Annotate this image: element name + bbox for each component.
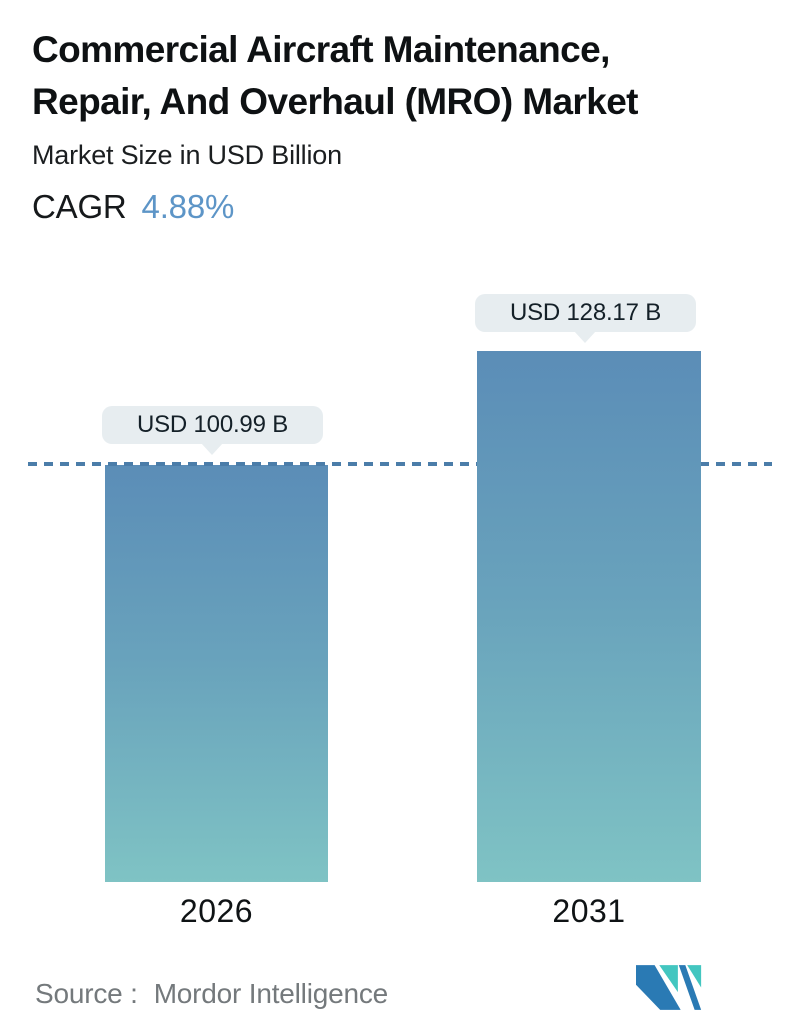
value-label-2026-text: USD 100.99 B	[136, 411, 289, 438]
cagr-row: CAGR 4.88%	[32, 188, 234, 226]
value-label-2031-pointer	[574, 331, 596, 343]
chart-subtitle: Market Size in USD Billion	[32, 140, 342, 170]
value-label-2026-pointer	[201, 443, 223, 455]
chart-title: Commercial Aircraft Maintenance, Repair,…	[32, 24, 762, 128]
bar-2031	[477, 351, 701, 882]
mordor-logo-svg	[636, 965, 702, 1010]
x-axis-label-2026: 2026	[179, 893, 254, 929]
chart-title-line1: Commercial Aircraft Maintenance,	[32, 29, 610, 70]
cagr-value: 4.88%	[141, 188, 235, 225]
value-label-2031: USD 128.17 B	[475, 294, 696, 332]
value-label-2031-text: USD 128.17 B	[509, 299, 662, 326]
bar-2026	[105, 465, 328, 882]
value-label-2026: USD 100.99 B	[102, 406, 323, 444]
source-value: Mordor Intelligence	[153, 978, 389, 1009]
x-axis-label-2031: 2031	[552, 893, 626, 929]
source-attribution: Source : Mordor Intelligence	[35, 978, 388, 1010]
chart-title-line2: Repair, And Overhaul (MRO) Market	[32, 81, 639, 122]
source-label: Source :	[35, 978, 138, 1009]
cagr-label: CAGR	[32, 188, 127, 225]
reference-dashed-line	[28, 462, 772, 466]
mordor-intelligence-logo-icon	[636, 964, 703, 1011]
